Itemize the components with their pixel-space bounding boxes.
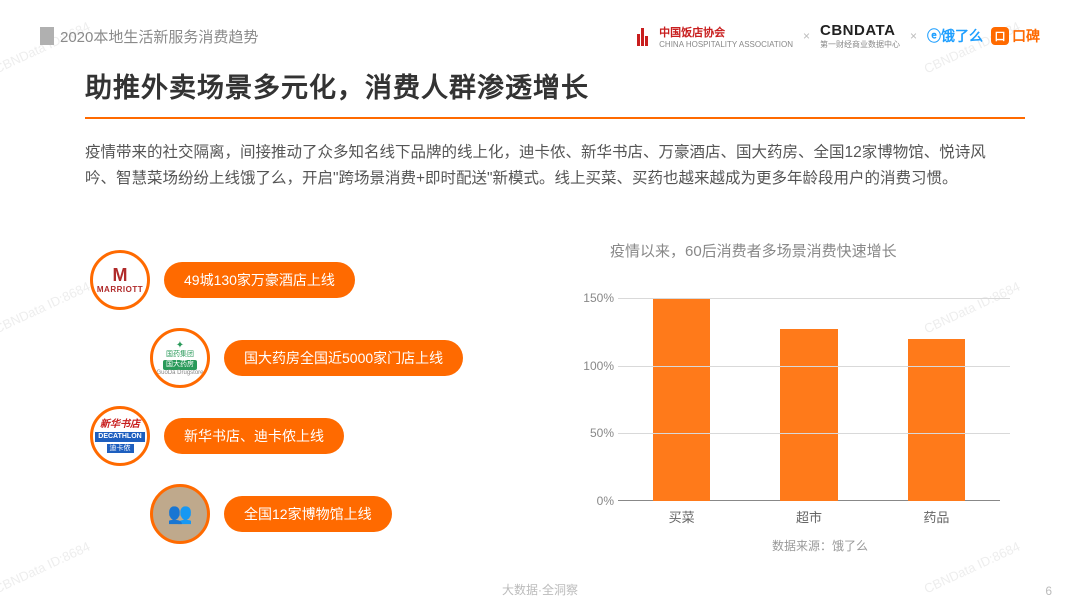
brand-logo-xinhua: 新华书店DECATHLON迪卡侬 [90, 406, 150, 466]
brand-pill-label: 新华书店、迪卡侬上线 [164, 418, 344, 454]
brand-list: MMARRIOTT 49城130家万豪酒店上线 ✦国药集团国大药房GuoDa Dru… [90, 250, 520, 562]
brand-pill-label: 全国12家博物馆上线 [224, 496, 392, 532]
page-title-block: 助推外卖场景多元化，消费人群渗透增长 [85, 66, 1020, 119]
logo-eleme: ⓔ饿了么 [927, 26, 983, 46]
brand-logo-marriott: MMARRIOTT [90, 250, 150, 310]
logo-koubei: 口 口碑 [991, 26, 1040, 46]
logo-cha-sub: CHINA HOSPITALITY ASSOCIATION [659, 40, 793, 49]
header-subtitle: 2020本地生活新服务消费趋势 [60, 26, 258, 47]
watermark: CBNData ID:8684 [0, 279, 92, 337]
brand-list-row: 新华书店DECATHLON迪卡侬新华书店、迪卡侬上线 [90, 406, 520, 466]
logo-cha-name: 中国饭店协会 [659, 24, 725, 40]
logo-cha [633, 26, 651, 47]
separator: × [908, 29, 919, 43]
logo-cbn-name: CBNDATA [820, 22, 895, 39]
logo-cbndata: CBNDATA 第一财经商业数据中心 [820, 22, 900, 50]
chart-bar [908, 339, 965, 501]
chart-source: 数据来源：饿了么 [610, 537, 1030, 554]
footer-tagline: 大数据·全洞察 [0, 581, 1080, 598]
chart-gridline [618, 433, 1010, 434]
chart-gridline [618, 298, 1010, 299]
chart-y-tick: 100% [583, 359, 614, 373]
title-underline [85, 117, 1025, 119]
chart-gridline [618, 366, 1010, 367]
chart-x-label: 超市 [745, 501, 872, 531]
building-icon [633, 26, 651, 46]
header-logos: 中国饭店协会 CHINA HOSPITALITY ASSOCIATION × C… [633, 22, 1040, 50]
koubei-icon: 口 [991, 27, 1009, 45]
brand-list-row: 👥 全国12家博物馆上线 [150, 484, 520, 544]
separator: × [801, 29, 812, 43]
chart-plot-area: 0% 50% 100% 150% 买菜超市药品 [570, 271, 1010, 531]
logo-cha-text: 中国饭店协会 CHINA HOSPITALITY ASSOCIATION [659, 24, 793, 49]
chart-x-label: 买菜 [618, 501, 745, 531]
chart-y-tick: 0% [597, 494, 614, 508]
brand-logo-photo: 👥 [150, 484, 210, 544]
header-accent-bar [40, 27, 54, 45]
chart-x-labels: 买菜超市药品 [618, 501, 1000, 531]
growth-chart: 疫情以来，60后消费者多场景消费快速增长 0% 50% 100% 150% 买菜超市药… [560, 240, 1030, 554]
chart-bar [780, 329, 837, 501]
chart-title: 疫情以来，60后消费者多场景消费快速增长 [610, 240, 1030, 261]
chart-bar [653, 298, 710, 501]
logo-cbn-sub: 第一财经商业数据中心 [820, 39, 900, 50]
brand-pill-label: 49城130家万豪酒店上线 [164, 262, 355, 298]
page-number: 6 [1045, 584, 1052, 598]
header: 2020本地生活新服务消费趋势 中国饭店协会 CHINA HOSPITALITY… [40, 22, 1040, 50]
brand-logo-guoda: ✦国药集团国大药房GuoDa Drugstore [150, 328, 210, 388]
brand-pill-label: 国大药房全国近5000家门店上线 [224, 340, 463, 376]
brand-list-row: ✦国药集团国大药房GuoDa Drugstore 国大药房全国近5000家门店上线 [150, 328, 520, 388]
logo-koubei-text: 口碑 [1012, 26, 1040, 46]
chart-plot [618, 271, 1000, 501]
chart-y-tick: 50% [590, 426, 614, 440]
page-title: 助推外卖场景多元化，消费人群渗透增长 [85, 66, 1020, 105]
body-paragraph: 疫情带来的社交隔离，间接推动了众多知名线下品牌的线上化，迪卡侬、新华书店、万豪酒… [85, 140, 995, 193]
brand-list-row: MMARRIOTT 49城130家万豪酒店上线 [90, 250, 520, 310]
chart-y-axis: 0%50%100%150% [570, 271, 618, 501]
chart-y-tick: 150% [583, 291, 614, 305]
chart-x-label: 药品 [873, 501, 1000, 531]
